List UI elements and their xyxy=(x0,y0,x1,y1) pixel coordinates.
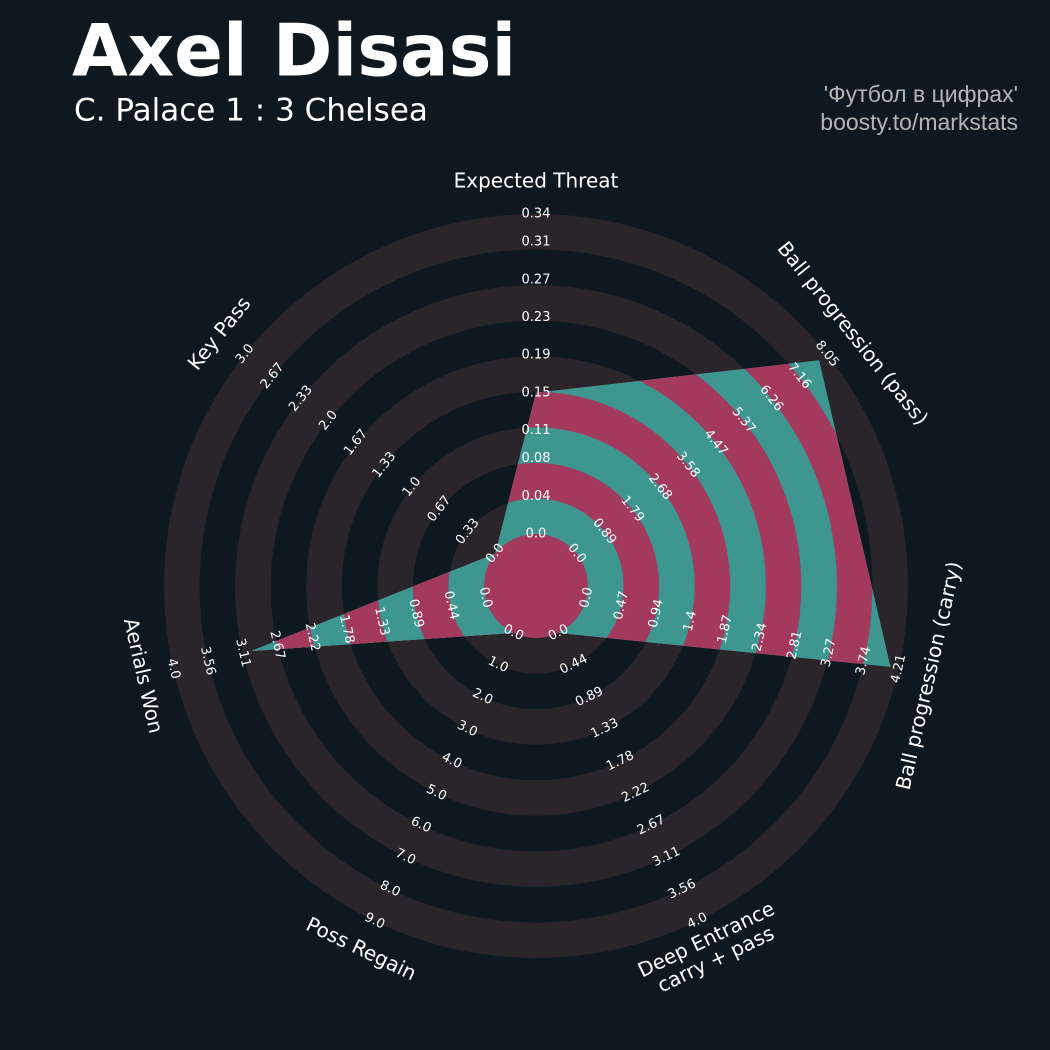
tick-label: 2.67 xyxy=(267,629,288,661)
tick-label: 3.56 xyxy=(197,645,218,677)
param-label: Aerials Won xyxy=(119,616,169,736)
tick-label: 4.21 xyxy=(888,653,909,685)
tick-label: 0.0 xyxy=(526,527,547,542)
tick-label: 0.23 xyxy=(522,310,551,325)
chart-subtitle: C. Palace 1 : 3 Chelsea xyxy=(74,93,428,129)
center xyxy=(484,534,588,638)
tick-label: 1.78 xyxy=(336,613,357,645)
tick-label: 0.0 xyxy=(577,586,596,610)
tick-label: 3.11 xyxy=(232,637,253,669)
tick-label: 4.0 xyxy=(164,657,183,681)
tick-label: 0.47 xyxy=(611,590,632,622)
tick-label: 1.87 xyxy=(715,613,736,645)
tick-label: 0.94 xyxy=(646,598,667,630)
tick-label: 0.89 xyxy=(405,598,426,630)
tick-label: 0.11 xyxy=(522,423,551,438)
credit: boosty.to/markstats xyxy=(820,109,1018,135)
tick-label: 2.34 xyxy=(750,621,771,653)
tick-label: 0.19 xyxy=(522,348,551,363)
chart-title: Axel Disasi xyxy=(72,9,516,93)
tick-label: 3.74 xyxy=(853,645,874,677)
param-label: Expected Threat xyxy=(454,169,619,193)
tick-label: 0.34 xyxy=(522,207,551,222)
tick-label: 2.22 xyxy=(302,621,323,653)
tick-label: 0.0 xyxy=(476,586,495,610)
tick-label: 1.33 xyxy=(371,605,392,637)
tick-label: 0.08 xyxy=(522,451,551,466)
tick-label: 0.15 xyxy=(522,385,551,400)
tick-label: 1.4 xyxy=(681,609,700,633)
tick-label: 3.27 xyxy=(818,637,839,669)
tick-label: 0.31 xyxy=(522,235,551,250)
tick-label: 0.44 xyxy=(440,590,461,622)
tick-label: 0.04 xyxy=(522,489,551,504)
tick-label: 0.27 xyxy=(522,272,551,287)
credit: 'Футбол в цифрах' xyxy=(824,81,1018,107)
tick-label: 2.81 xyxy=(784,629,805,661)
